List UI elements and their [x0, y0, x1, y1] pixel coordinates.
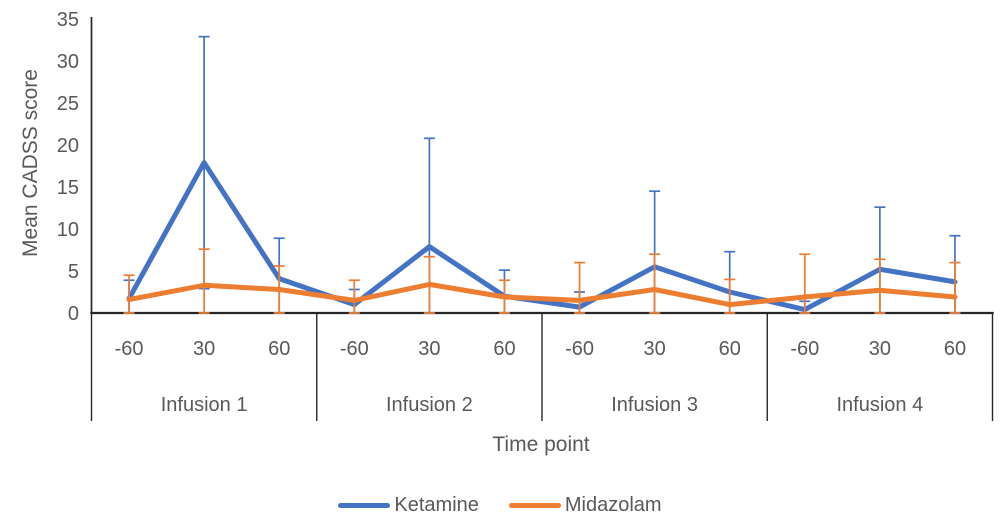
y-tick-label: 10 — [57, 219, 79, 241]
legend-item-midazolam: Midazolam — [508, 494, 662, 516]
x-tick-label: 30 — [193, 338, 215, 360]
ketamine-line-swatch-icon — [338, 502, 391, 508]
group-label: Infusion 4 — [837, 394, 924, 416]
y-tick-label: 25 — [57, 93, 79, 115]
series-line-midazolam — [126, 281, 958, 308]
chart-legend: Ketamine Midazolam — [0, 495, 1000, 515]
legend-label-ketamine: Ketamine — [394, 494, 479, 516]
legend-item-ketamine: Ketamine — [338, 495, 479, 515]
y-axis-title: Mean CADSS score — [19, 69, 42, 257]
y-tick-label: 5 — [68, 261, 79, 283]
plot-area: 0 5 10 15 20 25 30 35 -60 30 60 Infusion 1 -60 30 60 In… — [57, 9, 994, 421]
y-tick-label: 35 — [57, 9, 79, 31]
y-tick-label: 0 — [68, 303, 79, 325]
x-tick-label: 60 — [719, 338, 741, 360]
x-tick-label: 60 — [944, 338, 966, 360]
group-label: Infusion 1 — [161, 394, 248, 416]
x-tick-label: 60 — [493, 338, 515, 360]
midazolam-line-swatch-icon — [508, 502, 561, 508]
y-tick-label: 30 — [57, 51, 79, 73]
y-tick-label: 15 — [57, 177, 79, 199]
x-tick-label: 60 — [268, 338, 290, 360]
x-tick-label: -60 — [340, 338, 369, 360]
x-axis-title: Time point — [492, 433, 590, 456]
x-tick-label: 30 — [869, 338, 891, 360]
group-label: Infusion 3 — [611, 394, 698, 416]
x-tick-label: -60 — [790, 338, 819, 360]
legend-label-midazolam: Midazolam — [564, 494, 662, 516]
y-tick-label: 20 — [57, 135, 79, 157]
x-tick-label: 30 — [644, 338, 666, 360]
group-label: Infusion 2 — [386, 394, 473, 416]
x-tick-label: -60 — [115, 338, 144, 360]
x-tick-label: -60 — [565, 338, 594, 360]
x-tick-label: 30 — [418, 338, 440, 360]
series-line-ketamine — [126, 160, 958, 313]
